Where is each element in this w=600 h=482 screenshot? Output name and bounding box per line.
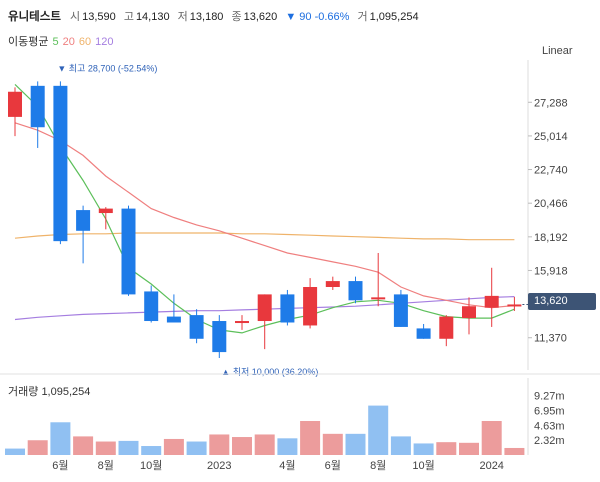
open-value: 13,590 bbox=[82, 11, 116, 23]
candle-body bbox=[280, 294, 295, 323]
volume-title: 거래량 bbox=[8, 386, 39, 398]
low-value: 13,180 bbox=[189, 11, 224, 23]
volume-bar bbox=[232, 437, 252, 455]
high-label: 고 bbox=[123, 11, 134, 23]
ma20-line bbox=[14, 122, 515, 309]
ma120-label: 120 bbox=[95, 36, 114, 48]
volume-bar bbox=[209, 434, 230, 455]
x-axis-label: 10월 bbox=[412, 459, 434, 472]
volume-bar bbox=[413, 443, 434, 455]
volume-tick-label: 2.32m bbox=[534, 435, 565, 447]
x-axis-label: 2024 bbox=[479, 460, 503, 472]
candle-body bbox=[348, 281, 363, 301]
quote-header: 유니테스트 시 13,590 고 14,130 저 13,180 종 13,620 ▼ … bbox=[8, 8, 424, 24]
ma5-label: 5 bbox=[52, 36, 59, 48]
volume-label: 거 bbox=[357, 11, 368, 23]
volume-bar bbox=[481, 420, 502, 455]
volume-bar bbox=[277, 438, 298, 455]
candle-body bbox=[325, 281, 340, 287]
volume-bar bbox=[163, 438, 184, 455]
volume-bar bbox=[254, 434, 275, 455]
ma60-line bbox=[14, 232, 515, 241]
x-axis-label: 6월 bbox=[325, 459, 341, 472]
candle-body bbox=[121, 208, 136, 295]
volume-bar bbox=[390, 436, 411, 455]
candle-body bbox=[98, 208, 113, 214]
close-value: 13,620 bbox=[243, 11, 278, 23]
volume-bar bbox=[27, 440, 48, 455]
price-tick-label: 22,740 bbox=[534, 165, 568, 177]
candle-body bbox=[257, 294, 272, 322]
low-label: 저 bbox=[177, 11, 188, 23]
price-tick-label: 20,466 bbox=[534, 198, 568, 210]
candle-body bbox=[303, 287, 318, 326]
volume-tick-label: 9.27m bbox=[534, 391, 565, 403]
open-label: 시 bbox=[69, 11, 81, 23]
volume-value: 1,095,254 bbox=[369, 11, 419, 23]
ma60-label: 60 bbox=[78, 36, 92, 48]
low-annotation: ▲ 최저 10,000 (36.20%) bbox=[221, 367, 318, 377]
volume-bar bbox=[5, 448, 25, 455]
volume-legend: 거래량 1,095,254 bbox=[8, 383, 90, 399]
volume-bar bbox=[368, 405, 389, 455]
candle-body bbox=[507, 304, 522, 307]
candle-body bbox=[439, 316, 454, 339]
scale-mode-toggle[interactable]: Linear bbox=[542, 45, 573, 57]
x-axis-label: 6월 bbox=[52, 459, 68, 472]
ma-legend-title: 이동평균 bbox=[8, 36, 49, 48]
price-tick-label: 15,918 bbox=[534, 265, 568, 277]
volume-bar bbox=[504, 447, 525, 455]
candle-body bbox=[462, 306, 476, 319]
volume-bar bbox=[322, 433, 343, 455]
price-tick-label: 25,014 bbox=[534, 131, 568, 143]
candle-body bbox=[235, 321, 249, 324]
close-label: 종 bbox=[231, 11, 242, 23]
volume-tick-label: 4.63m bbox=[534, 420, 565, 432]
high-value: 14,130 bbox=[135, 11, 170, 23]
stock-name: 유니테스트 bbox=[8, 11, 61, 23]
x-axis-label: 8월 bbox=[370, 459, 386, 472]
candle-body bbox=[416, 328, 431, 339]
volume-bar bbox=[436, 442, 457, 455]
x-axis-label: 10월 bbox=[140, 459, 162, 472]
candle-body bbox=[189, 315, 204, 339]
change-value: ▼ 90 -0.66% bbox=[285, 11, 350, 23]
x-axis-label: 2023 bbox=[207, 460, 231, 472]
current-price-tag: 13,620 bbox=[528, 293, 596, 310]
volume-bar bbox=[50, 422, 71, 455]
candle-body bbox=[144, 291, 159, 322]
x-axis-label: 8월 bbox=[98, 459, 114, 472]
volume-tick-label: 6.95m bbox=[534, 405, 565, 417]
x-axis-label: 4월 bbox=[279, 459, 295, 472]
price-tick-label: 27,288 bbox=[534, 97, 568, 109]
price-tick-label: 11,370 bbox=[534, 333, 567, 345]
volume-bar bbox=[73, 436, 94, 455]
volume-bar bbox=[300, 420, 321, 455]
high-annotation: ▼ 최고 28,700 (-52.54%) bbox=[57, 63, 157, 73]
candle-body bbox=[8, 91, 22, 117]
volume-bar bbox=[95, 441, 116, 455]
volume-legend-value: 1,095,254 bbox=[41, 386, 91, 398]
volume-bar bbox=[186, 441, 207, 455]
volume-bar bbox=[459, 442, 479, 455]
candle-body bbox=[53, 85, 68, 242]
candle-body bbox=[166, 316, 181, 323]
moving-average-legend[interactable]: 이동평균 5 20 60 120 bbox=[8, 33, 117, 49]
candle-body bbox=[212, 321, 227, 353]
candle-body bbox=[30, 85, 45, 128]
ma20-label: 20 bbox=[62, 36, 75, 48]
volume-bar bbox=[118, 440, 139, 455]
candle-body bbox=[484, 295, 499, 308]
candle-body bbox=[393, 294, 408, 327]
candle-body bbox=[371, 297, 386, 300]
volume-bar bbox=[345, 433, 366, 455]
candle-body bbox=[76, 210, 91, 231]
price-tick-label: 18,192 bbox=[534, 232, 568, 244]
volume-bar bbox=[141, 446, 162, 455]
